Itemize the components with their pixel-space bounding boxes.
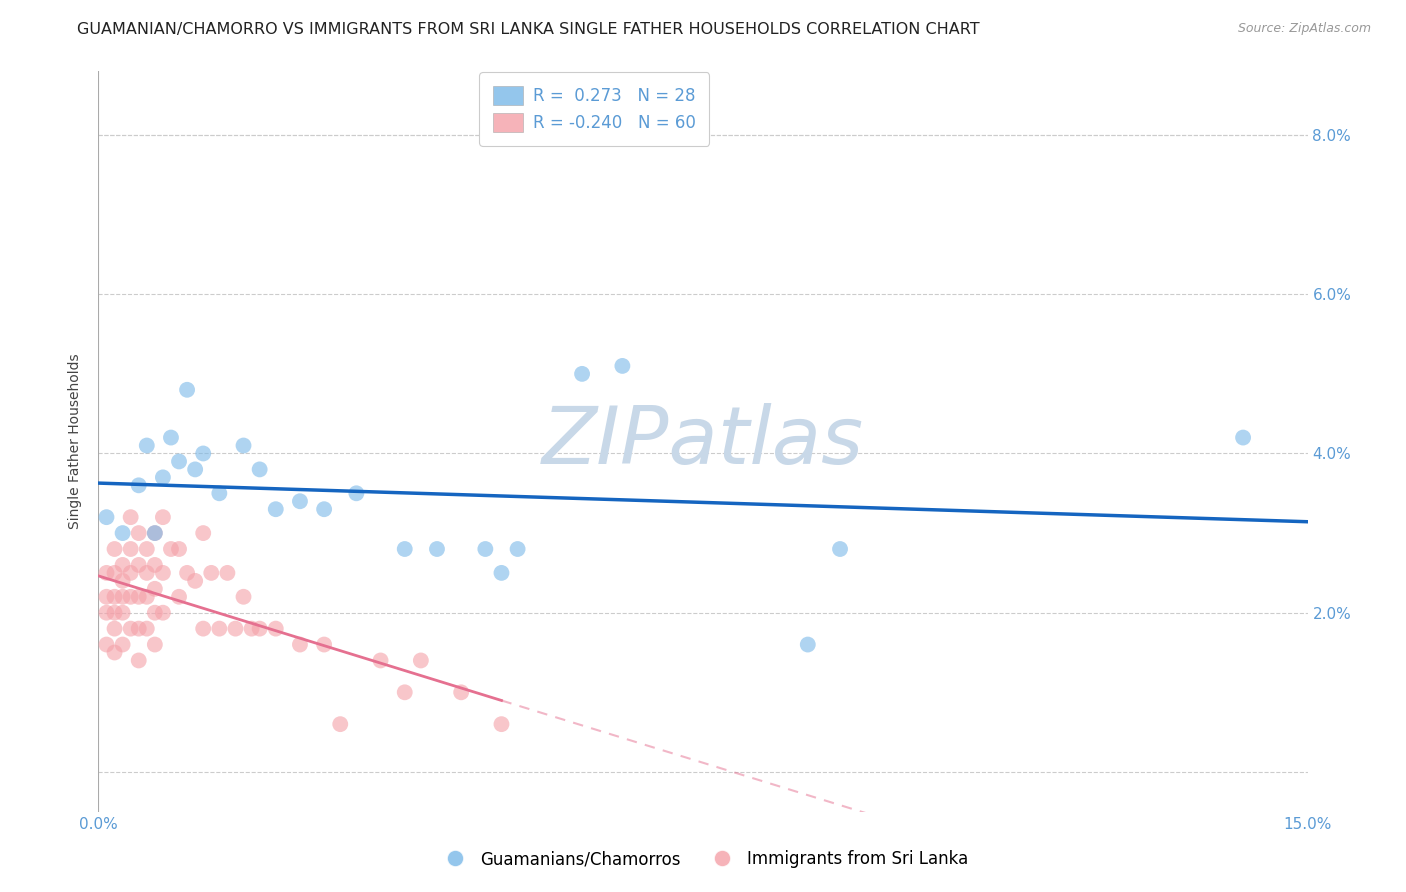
Text: Source: ZipAtlas.com: Source: ZipAtlas.com xyxy=(1237,22,1371,36)
Point xyxy=(143,582,166,596)
Point xyxy=(797,638,820,652)
Point xyxy=(184,574,207,588)
Point xyxy=(314,638,336,652)
Point xyxy=(152,510,174,524)
Point xyxy=(111,526,134,541)
Point xyxy=(167,541,190,556)
Text: ZIPatlas: ZIPatlas xyxy=(541,402,865,481)
Point xyxy=(143,526,166,541)
Point xyxy=(828,541,851,556)
Point xyxy=(120,622,142,636)
Point xyxy=(143,526,166,541)
Point xyxy=(96,638,118,652)
Point xyxy=(491,717,513,731)
Point xyxy=(152,566,174,580)
Point xyxy=(160,431,183,445)
Point xyxy=(200,566,222,580)
Point xyxy=(135,622,157,636)
Point xyxy=(128,590,150,604)
Point xyxy=(128,653,150,667)
Point xyxy=(111,606,134,620)
Point xyxy=(135,541,157,556)
Point xyxy=(571,367,593,381)
Point xyxy=(152,606,174,620)
Point xyxy=(128,558,150,572)
Point xyxy=(264,622,287,636)
Point xyxy=(240,622,263,636)
Point xyxy=(491,566,513,580)
Point xyxy=(111,638,134,652)
Point xyxy=(1232,431,1254,445)
Point xyxy=(128,526,150,541)
Point xyxy=(450,685,472,699)
Point xyxy=(120,590,142,604)
Point xyxy=(103,566,125,580)
Point xyxy=(111,590,134,604)
Point xyxy=(128,622,150,636)
Point xyxy=(232,590,254,604)
Point xyxy=(120,510,142,524)
Point xyxy=(96,510,118,524)
Point xyxy=(249,462,271,476)
Point xyxy=(249,622,271,636)
Legend: R =  0.273   N = 28, R = -0.240   N = 60: R = 0.273 N = 28, R = -0.240 N = 60 xyxy=(479,72,709,145)
Point xyxy=(288,494,311,508)
Point xyxy=(160,541,183,556)
Point xyxy=(217,566,239,580)
Point xyxy=(96,606,118,620)
Point xyxy=(506,541,529,556)
Point xyxy=(103,646,125,660)
Point xyxy=(120,541,142,556)
Point xyxy=(193,526,215,541)
Point xyxy=(111,574,134,588)
Point xyxy=(96,590,118,604)
Y-axis label: Single Father Households: Single Father Households xyxy=(69,354,83,529)
Point xyxy=(103,590,125,604)
Text: GUAMANIAN/CHAMORRO VS IMMIGRANTS FROM SRI LANKA SINGLE FATHER HOUSEHOLDS CORRELA: GUAMANIAN/CHAMORRO VS IMMIGRANTS FROM SR… xyxy=(77,22,980,37)
Point xyxy=(208,622,231,636)
Point xyxy=(176,566,198,580)
Point xyxy=(264,502,287,516)
Point xyxy=(152,470,174,484)
Point xyxy=(474,541,496,556)
Point xyxy=(193,622,215,636)
Point xyxy=(370,653,392,667)
Point xyxy=(128,478,150,492)
Point xyxy=(96,566,118,580)
Point xyxy=(208,486,231,500)
Point xyxy=(426,541,449,556)
Point xyxy=(409,653,432,667)
Point xyxy=(176,383,198,397)
Point xyxy=(184,462,207,476)
Point xyxy=(394,685,416,699)
Point xyxy=(103,622,125,636)
Point xyxy=(288,638,311,652)
Point xyxy=(394,541,416,556)
Point xyxy=(232,438,254,452)
Point xyxy=(120,566,142,580)
Point xyxy=(111,558,134,572)
Legend: Guamanians/Chamorros, Immigrants from Sri Lanka: Guamanians/Chamorros, Immigrants from Sr… xyxy=(432,844,974,875)
Point xyxy=(612,359,634,373)
Point xyxy=(167,454,190,468)
Point xyxy=(314,502,336,516)
Point xyxy=(193,446,215,460)
Point xyxy=(224,622,246,636)
Point xyxy=(344,486,367,500)
Point xyxy=(103,606,125,620)
Point xyxy=(135,438,157,452)
Point xyxy=(329,717,352,731)
Point xyxy=(103,541,125,556)
Point xyxy=(135,590,157,604)
Point xyxy=(143,606,166,620)
Point xyxy=(143,558,166,572)
Point xyxy=(135,566,157,580)
Point xyxy=(167,590,190,604)
Point xyxy=(143,638,166,652)
